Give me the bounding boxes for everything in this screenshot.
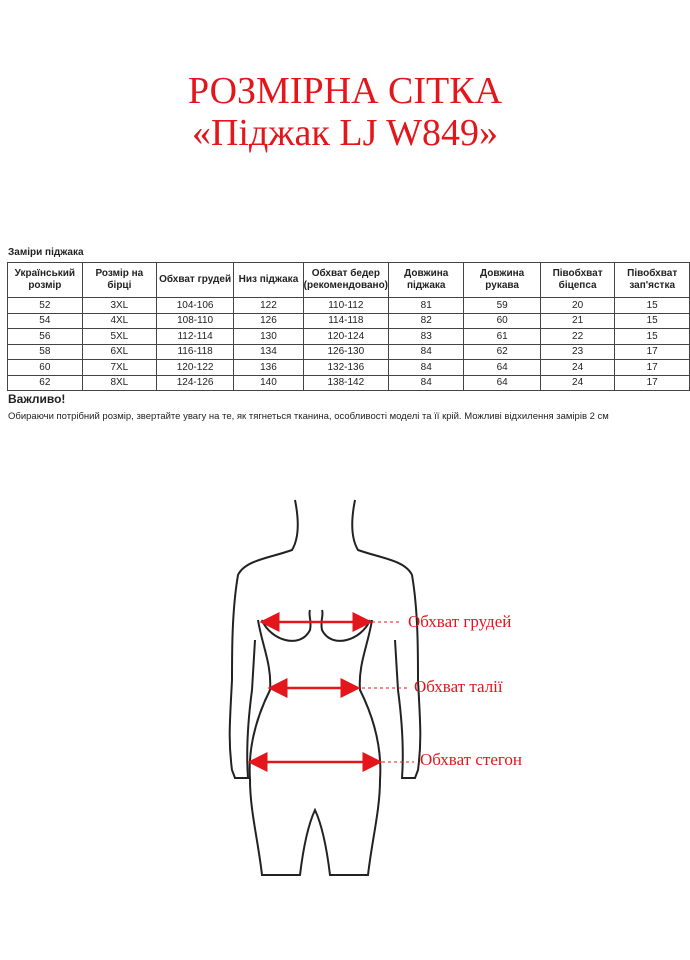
table-cell: 15 [614,328,690,345]
table-cell: 5XL [81,328,157,345]
table-cell: 61 [463,328,541,345]
table-cell: 21 [539,312,616,329]
column-header: Довжина рукава [463,262,541,298]
table-cell: 82 [388,312,465,329]
table-cell: 17 [614,343,690,360]
table-row: 56 5XL 112-114 130 120-124 83 61 22 15 [7,328,690,345]
table-cell: 24 [539,359,616,376]
table-cell: 83 [388,328,465,345]
table-cell: 59 [463,297,541,314]
table-cell: 15 [614,297,690,314]
table-cell: 140 [233,374,304,391]
table-cell: 84 [388,343,465,360]
table-cell: 116-118 [155,343,235,360]
table-cell: 84 [388,374,465,391]
hips-label: Обхват стегон [420,750,522,769]
chest-measurement: Обхват грудей [259,612,511,632]
table-row: 54 4XL 108-110 126 114-118 82 60 21 15 [7,312,690,329]
table-cell: 60 [7,359,83,376]
body-measurement-figure: Обхват грудей Обхват талії Обхват стегон [228,499,522,876]
column-header: Довжина піджака [388,262,465,298]
table-cell: 120-124 [302,328,390,345]
table-cell: 3XL [81,297,157,314]
table-cell: 24 [539,374,616,391]
table-cell: 6XL [81,343,157,360]
table-cell: 126-130 [302,343,390,360]
column-header: Низ піджака [233,262,304,298]
table-cell: 64 [463,374,541,391]
table-cell: 62 [463,343,541,360]
table-cell: 23 [539,343,616,360]
important-heading: Важливо! [8,392,66,406]
table-row: 58 6XL 116-118 134 126-130 84 62 23 17 [7,343,690,360]
table-cell: 108-110 [155,312,235,329]
column-header: Півобхват зап'ястка [614,262,690,298]
chest-label: Обхват грудей [408,612,511,631]
column-header: Розмір на бірці [81,262,157,298]
table-cell: 138-142 [302,374,390,391]
table-cell: 104-106 [155,297,235,314]
table-cell: 4XL [81,312,157,329]
table-cell: 120-122 [155,359,235,376]
table-cell: 84 [388,359,465,376]
size-table: Український розмір Розмір на бірці Обхват … [7,262,690,391]
waist-label: Обхват талії [414,677,503,696]
column-header: Український розмір [7,262,83,298]
column-header: Обхват бедер (рекомендовано) [302,262,390,298]
table-cell: 52 [7,297,83,314]
table-cell: 22 [539,328,616,345]
table-cell: 54 [7,312,83,329]
table-cell: 110-112 [302,297,390,314]
column-header: Півобхват біцепса [539,262,616,298]
waist-measurement: Обхват талії [267,677,503,698]
table-cell: 132-136 [302,359,390,376]
title: РОЗМІРНА СІТКА [187,70,503,112]
hips-measurement: Обхват стегон [247,750,522,772]
important-note: Обираючи потрібний розмір, звертайте ува… [8,411,609,422]
table-cell: 15 [614,312,690,329]
table-cell: 126 [233,312,304,329]
table-cell: 60 [463,312,541,329]
table-cell: 122 [233,297,304,314]
table-cell: 20 [539,297,616,314]
table-cell: 58 [7,343,83,360]
table-cell: 7XL [81,359,157,376]
table-header-row: Український розмір Розмір на бірці Обхват … [7,262,690,298]
table-row: 60 7XL 120-122 136 132-136 84 64 24 17 [7,359,690,376]
table-cell: 56 [7,328,83,345]
table-row: 52 3XL 104-106 122 110-112 81 59 20 15 [7,297,690,314]
product-title: «Піджак LJ W849» [191,112,499,154]
table-cell: 8XL [81,374,157,391]
table-caption: Заміри піджака [8,247,84,258]
table-cell: 62 [7,374,83,391]
table-cell: 112-114 [155,328,235,345]
table-cell: 134 [233,343,304,360]
table-cell: 136 [233,359,304,376]
column-header: Обхват грудей [155,262,235,298]
table-row: 62 8XL 124-126 140 138-142 84 64 24 17 [7,374,690,391]
table-cell: 64 [463,359,541,376]
table-cell: 114-118 [302,312,390,329]
table-cell: 17 [614,374,690,391]
table-cell: 81 [388,297,465,314]
table-cell: 17 [614,359,690,376]
table-cell: 124-126 [155,374,235,391]
table-cell: 130 [233,328,304,345]
